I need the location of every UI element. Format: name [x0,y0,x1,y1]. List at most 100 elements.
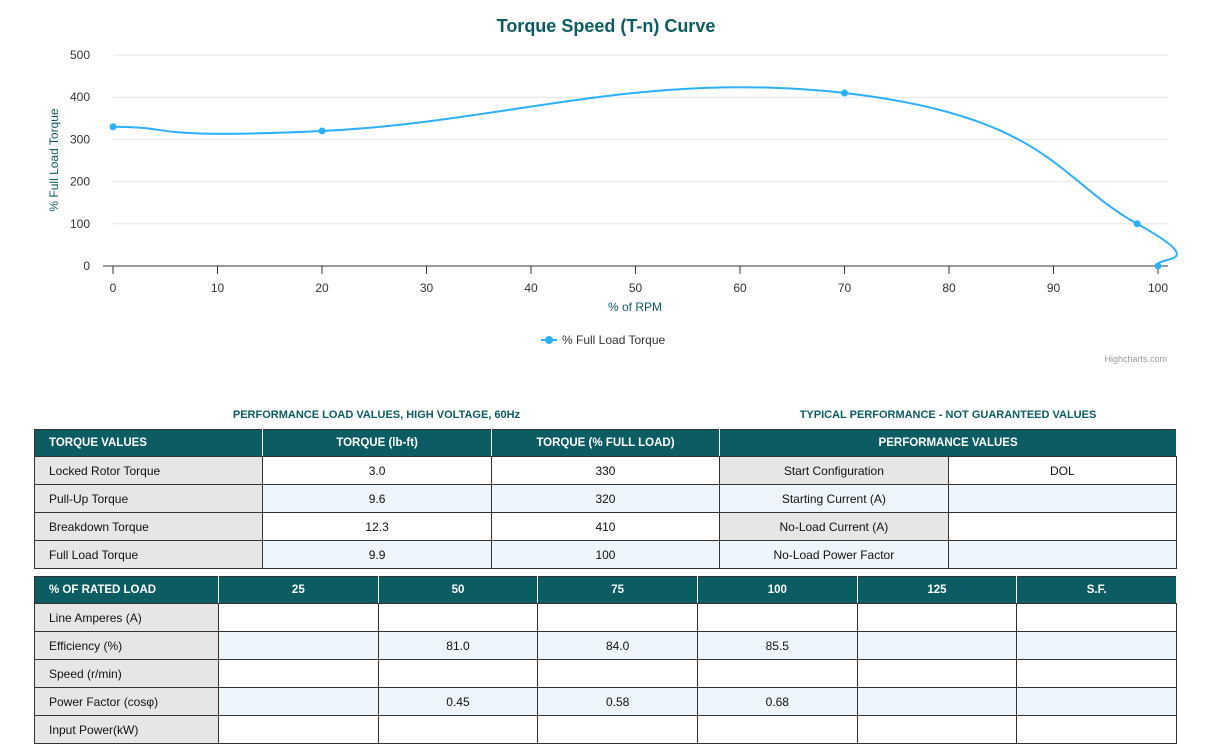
performance-label: No-Load Current (A) [719,512,949,541]
load-cell [856,631,1018,660]
load-cell [537,603,698,632]
legend-item[interactable]: % Full Load Torque [541,333,666,347]
x-tick-label: 90 [1047,281,1061,295]
table-row: Input Power(kW) [34,715,1177,744]
load-cell [537,715,698,744]
header-torque-pct: TORQUE (% FULL LOAD) [490,429,721,457]
load-cell: 0.58 [537,687,698,716]
chart-title: Torque Speed (T-n) Curve [497,16,716,36]
data-point[interactable] [318,127,326,135]
load-header: 75 [537,576,698,604]
credits[interactable]: Highcharts.com [1104,354,1167,364]
data-point[interactable] [1133,220,1141,228]
header-torque-lbft: TORQUE (lb-ft) [262,429,492,457]
load-header: 125 [856,576,1018,604]
x-tick-label: 0 [110,281,117,295]
table-row: Breakdown Torque 12.3 410 No-Load Current (… [33,512,1178,541]
torque-lbft-cell: 3.0 [262,456,492,485]
y-axis-label: % Full Load Torque [47,108,61,212]
x-tick-label: 50 [629,281,643,295]
torque-lbft-cell: 9.6 [262,484,492,513]
performance-label: Starting Current (A) [719,484,949,513]
load-table: % OF RATED LOAD 25 50 75 100 125 S.F. Line Amp… [34,576,1177,744]
table-row: Line Amperes (A) [34,603,1177,632]
x-tick-label: 10 [211,281,225,295]
torque-speed-chart: Torque Speed (T-n) Curve 010020030040050… [47,16,1178,364]
x-tick-label: 80 [942,281,956,295]
load-cell [1016,687,1177,716]
y-tick-label: 400 [70,90,90,104]
y-tick-label: 200 [70,175,90,189]
load-cell: 81.0 [377,631,539,660]
torque-pct-cell: 410 [490,512,721,541]
x-tick-label: 60 [733,281,747,295]
load-header: 25 [218,576,379,604]
row-label: Locked Rotor Torque [33,456,264,485]
x-tick-label: 70 [838,281,852,295]
x-tick-label: 40 [524,281,538,295]
torque-pct-cell: 320 [490,484,721,513]
load-cell: 0.45 [377,687,539,716]
x-tick-label: 100 [1148,281,1168,295]
data-point[interactable] [1154,262,1162,270]
load-cell [218,659,379,688]
x-tick-label: 30 [420,281,434,295]
performance-value [947,484,1178,513]
table-row: Power Factor (cosφ) 0.45 0.58 0.68 [34,687,1177,716]
row-label: Pull-Up Torque [33,484,264,513]
caption-left: PERFORMANCE LOAD VALUES, HIGH VOLTAGE, 6… [232,409,521,421]
load-cell [377,659,539,688]
torque-lbft-cell: 9.9 [262,540,492,569]
table-row: Pull-Up Torque 9.6 320 Starting Current (A) [33,484,1178,513]
load-cell [537,659,698,688]
load-cell [856,715,1018,744]
performance-value [947,512,1178,541]
load-cell [377,715,539,744]
legend-label: % Full Load Torque [562,333,666,347]
load-cell [696,603,858,632]
row-label: Line Amperes (A) [34,603,219,632]
y-tick-label: 100 [70,217,90,231]
data-point[interactable] [109,123,117,131]
load-header: 50 [377,576,539,604]
load-cell [696,659,858,688]
load-cell [1016,715,1177,744]
header-performance: PERFORMANCE VALUES [719,429,1177,457]
load-cell [218,631,379,660]
y-tick-label: 300 [70,132,90,146]
load-cell [218,715,379,744]
table-row: Efficiency (%) 81.0 84.0 85.5 [34,631,1177,660]
row-label: Power Factor (cosφ) [34,687,219,716]
y-tick-label: 500 [70,48,90,62]
load-cell [1016,603,1177,632]
row-label: Full Load Torque [33,540,264,569]
torque-table: TORQUE VALUES TORQUE (lb-ft) TORQUE (% F… [33,429,1178,569]
legend-marker-icon [545,336,553,344]
load-cell [218,603,379,632]
load-header: S.F. [1016,576,1177,604]
row-label: Speed (r/min) [34,659,219,688]
data-point[interactable] [841,89,848,97]
row-label: Efficiency (%) [34,631,219,660]
load-cell [1016,659,1177,688]
x-axis-label: % of RPM [608,300,662,314]
series-line [112,86,1178,267]
load-cell [696,715,858,744]
x-tick-label: 20 [315,281,329,295]
table-row: Full Load Torque 9.9 100 No-Load Power Fact… [33,540,1178,569]
torque-lbft-cell: 12.3 [262,512,492,541]
performance-value [947,540,1178,569]
load-cell: 0.68 [696,687,858,716]
table-row: Locked Rotor Torque 3.0 330 Start Configura… [33,456,1178,485]
performance-label: Start Configuration [719,456,949,485]
load-cell: 84.0 [537,631,698,660]
load-cell [856,603,1018,632]
y-tick-label: 0 [83,259,90,273]
load-cell: 85.5 [696,631,858,660]
load-cell [856,659,1018,688]
load-cell [377,603,539,632]
caption-right: TYPICAL PERFORMANCE - NOT GUARANTEED VAL… [799,409,1097,421]
header-torque-values: TORQUE VALUES [33,429,264,457]
load-cell [856,687,1018,716]
torque-pct-cell: 100 [490,540,721,569]
